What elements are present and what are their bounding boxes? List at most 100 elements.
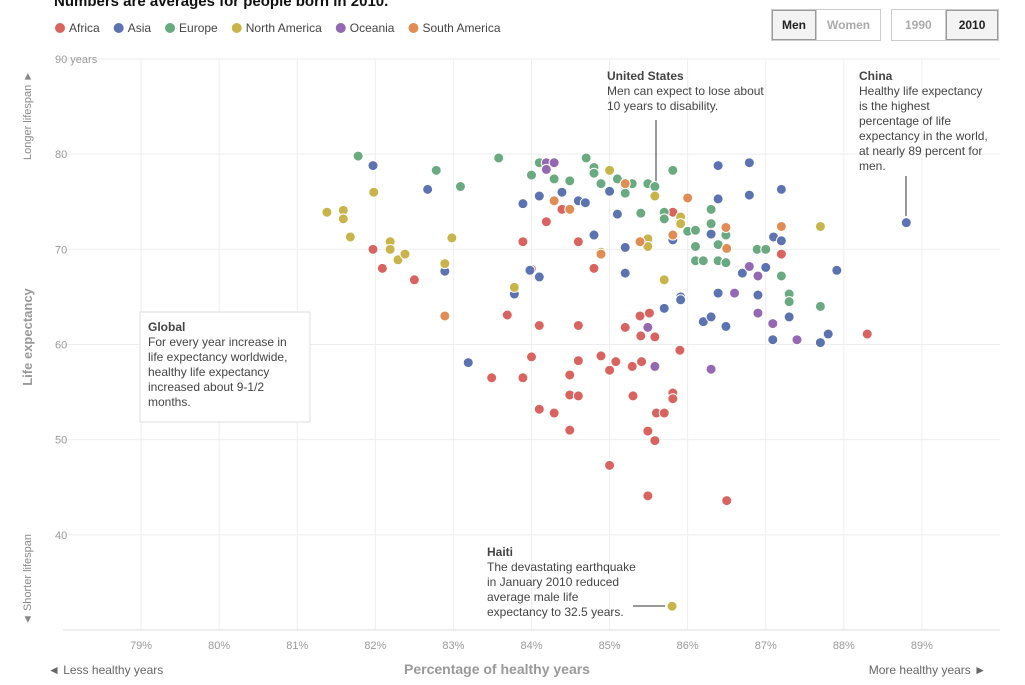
legend-label: Africa <box>69 21 100 35</box>
point <box>658 302 670 314</box>
legend-label: North America <box>246 21 322 35</box>
point <box>720 221 732 233</box>
point <box>595 248 607 260</box>
point <box>422 183 434 195</box>
annotation-text: 10 years to disability. <box>607 99 718 113</box>
point <box>743 157 755 169</box>
annotation-text: increased about 9-1/2 <box>148 380 264 394</box>
point <box>462 357 474 369</box>
point <box>705 203 717 215</box>
x-left-note: ◄ Less healthy years <box>48 663 163 677</box>
toggle-button[interactable]: 2010 <box>944 10 999 40</box>
annotation-box <box>139 311 311 423</box>
point <box>729 287 741 299</box>
point <box>705 218 717 230</box>
point <box>697 316 709 328</box>
point <box>689 240 701 252</box>
y-tick-label: 40 <box>55 530 67 542</box>
legend-swatch <box>55 23 65 33</box>
year-toggle: 1990 2010 <box>891 9 1000 41</box>
legend-swatch <box>113 23 124 33</box>
point <box>524 264 536 276</box>
point <box>517 372 529 384</box>
point <box>831 264 843 276</box>
point <box>635 207 647 219</box>
point <box>367 243 379 255</box>
point <box>743 189 755 201</box>
x-axis-label: Percentage of healthy years <box>404 661 590 677</box>
point <box>439 258 451 270</box>
point <box>619 187 631 199</box>
point <box>548 173 560 185</box>
point <box>643 307 655 319</box>
legend-label: Europe <box>179 21 218 35</box>
point <box>712 287 724 299</box>
annotation-text: percentage of life <box>859 114 951 128</box>
x-right-note: More healthy years ► <box>869 663 986 677</box>
point <box>721 242 733 254</box>
legend-label: Oceania <box>350 21 395 35</box>
point <box>814 337 826 349</box>
point <box>572 355 584 367</box>
point <box>588 229 600 241</box>
point <box>588 167 600 179</box>
y-top-note: Longer lifespan ► <box>22 71 34 160</box>
point <box>767 334 779 346</box>
x-tick-label: 80% <box>208 640 230 652</box>
point <box>399 248 411 260</box>
point <box>712 160 724 172</box>
point <box>486 372 498 384</box>
point <box>588 262 600 274</box>
annotation-text: average male life <box>487 590 579 604</box>
toggle-button[interactable]: Women <box>816 10 881 40</box>
point <box>619 241 631 253</box>
point <box>564 369 576 381</box>
point <box>604 364 616 376</box>
point <box>767 318 779 330</box>
point <box>675 218 687 230</box>
point <box>533 271 545 283</box>
point <box>720 320 732 332</box>
point <box>572 319 584 331</box>
point <box>783 296 795 308</box>
point <box>642 321 654 333</box>
annotation-text: at nearly 89 percent for <box>859 144 982 158</box>
point <box>493 152 505 164</box>
point <box>682 192 694 204</box>
point <box>658 274 670 286</box>
point <box>814 300 826 312</box>
point <box>760 261 772 273</box>
point <box>533 190 545 202</box>
point <box>321 206 333 218</box>
point <box>533 319 545 331</box>
point <box>705 311 717 323</box>
point <box>642 490 654 502</box>
point <box>540 216 552 228</box>
point <box>635 330 647 342</box>
point <box>611 208 623 220</box>
x-tick-label: 79% <box>130 640 152 652</box>
point <box>658 213 670 225</box>
point <box>712 193 724 205</box>
point <box>548 195 560 207</box>
toggle-button[interactable]: Men <box>772 10 816 40</box>
point <box>556 186 568 198</box>
legend-swatch <box>335 23 346 33</box>
legend-label: South America <box>422 21 500 35</box>
x-tick-label: 86% <box>677 640 699 652</box>
point <box>775 220 787 232</box>
annotation-text: life expectancy worldwide, <box>148 350 287 364</box>
point <box>595 178 607 190</box>
point <box>666 600 678 612</box>
legend-swatch <box>231 23 242 33</box>
annotation-text: Men can expect to lose about <box>607 84 764 98</box>
grid <box>63 58 1000 630</box>
point <box>579 197 591 209</box>
point <box>619 267 631 279</box>
point <box>595 350 607 362</box>
point <box>604 185 616 197</box>
point <box>752 270 764 282</box>
point <box>439 310 451 322</box>
toggle-button[interactable]: 1990 <box>892 10 945 40</box>
